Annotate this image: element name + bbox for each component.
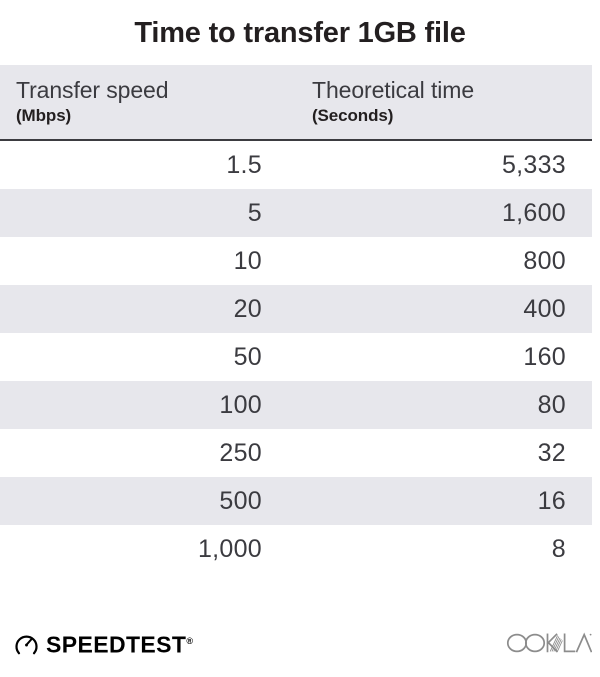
cell-theoretical-time: 160 (523, 343, 566, 371)
cell-transfer-speed: 50 (233, 343, 262, 371)
cell-transfer-speed: 1.5 (226, 151, 262, 179)
table-row: 100 80 (0, 381, 592, 429)
table-row: 10 800 (0, 237, 592, 285)
transfer-time-table: Transfer speed (Mbps) Theoretical time (… (0, 65, 592, 573)
table-row: 5 1,600 (0, 189, 592, 237)
cell-theoretical-time: 32 (537, 439, 566, 467)
table-row: 50 160 (0, 333, 592, 381)
cell-transfer-speed: 100 (219, 391, 262, 419)
table-row: 20 400 (0, 285, 592, 333)
column-header-theoretical-time-main: Theoretical time (312, 77, 475, 103)
cell-transfer-speed: 5 (247, 199, 262, 227)
table-row: 500 16 (0, 477, 592, 525)
cell-theoretical-time: 400 (523, 295, 566, 323)
table-row: 1.5 5,333 (0, 140, 592, 189)
cell-theoretical-time: 1,600 (501, 199, 566, 227)
table-header: Transfer speed (Mbps) Theoretical time (… (0, 65, 592, 141)
table-header-row: Transfer speed (Mbps) Theoretical time (… (0, 65, 592, 141)
table-body: 1.5 5,333 5 1,600 10 800 20 400 50 160 1… (0, 140, 592, 573)
column-header-transfer-speed: Transfer speed (Mbps) (0, 65, 296, 141)
cell-transfer-speed: 10 (233, 247, 262, 275)
column-header-transfer-speed-unit: (Mbps) (16, 106, 72, 125)
column-header-theoretical-time-unit: (Seconds) (312, 106, 394, 125)
cell-theoretical-time: 800 (523, 247, 566, 275)
page-title: Time to transfer 1GB file (134, 17, 466, 49)
cell-theoretical-time: 8 (551, 535, 566, 563)
cell-transfer-speed: 500 (219, 487, 262, 515)
speedtest-logo: SPEEDTEST® (14, 628, 193, 658)
speedtest-trademark-symbol: ® (186, 635, 193, 646)
speedometer-icon (14, 631, 39, 656)
speedtest-wordmark-text: SPEEDTEST (46, 631, 187, 658)
footer-branding: SPEEDTEST® (0, 620, 600, 677)
ookla-logo (506, 631, 592, 655)
column-header-transfer-speed-main: Transfer speed (16, 77, 169, 103)
column-header-theoretical-time: Theoretical time (Seconds) (296, 65, 592, 141)
cell-theoretical-time: 80 (537, 391, 566, 419)
cell-transfer-speed: 250 (219, 439, 262, 467)
cell-theoretical-time: 16 (537, 487, 566, 515)
cell-transfer-speed: 20 (233, 295, 262, 323)
speedtest-wordmark: SPEEDTEST® (46, 629, 193, 658)
cell-theoretical-time: 5,333 (501, 151, 566, 179)
table-row: 1,000 8 (0, 525, 592, 573)
table-row: 250 32 (0, 429, 592, 477)
cell-transfer-speed: 1,000 (197, 535, 262, 563)
